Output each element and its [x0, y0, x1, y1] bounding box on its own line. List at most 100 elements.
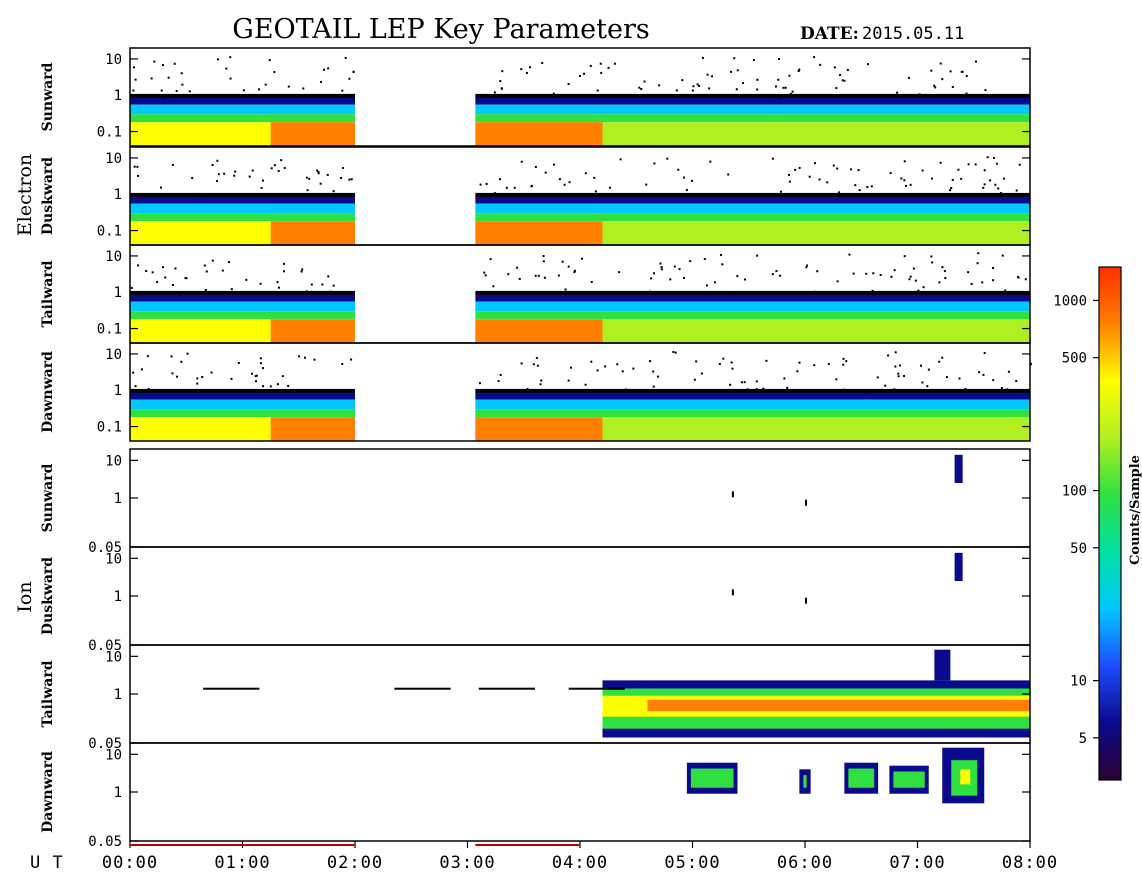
speck — [777, 78, 780, 81]
speck — [254, 375, 257, 378]
speck — [649, 360, 652, 363]
y-tick-label: 1 — [114, 687, 122, 703]
flux-edge — [602, 290, 1030, 295]
speck — [584, 172, 587, 175]
speck — [675, 89, 678, 92]
speck — [262, 179, 265, 182]
speck — [841, 94, 844, 97]
speck — [594, 190, 597, 193]
ion-speck — [805, 499, 807, 506]
speck — [786, 386, 789, 389]
speck — [939, 161, 942, 164]
speck — [950, 187, 953, 190]
speck — [904, 184, 907, 187]
speck — [709, 160, 712, 163]
y-tick-label: 1 — [114, 88, 122, 104]
speck — [706, 73, 709, 76]
speck — [897, 375, 900, 378]
flux-edge — [130, 93, 355, 98]
y-tick-label: 0.05 — [88, 834, 122, 850]
speck — [978, 371, 981, 374]
x-tick-label: 00:00 — [102, 853, 158, 873]
flux-band — [602, 417, 1030, 441]
date-label: DATE: — [800, 24, 859, 44]
panel-label: Sunward — [40, 463, 56, 532]
speck — [908, 278, 911, 281]
speck — [342, 194, 345, 197]
flux-band — [602, 203, 1030, 214]
speck — [833, 66, 836, 69]
speck — [672, 350, 675, 353]
speck — [930, 177, 933, 180]
speck — [866, 63, 869, 66]
speck — [609, 186, 612, 189]
speck — [992, 279, 995, 282]
speck — [852, 272, 855, 275]
speck — [348, 178, 351, 181]
speck — [730, 293, 733, 296]
speck — [813, 290, 816, 293]
speck — [561, 260, 564, 263]
speck — [235, 94, 238, 97]
speck — [540, 379, 543, 382]
y-tick-label: 1 — [114, 589, 122, 605]
speck — [348, 77, 351, 80]
speck — [1015, 380, 1018, 383]
speck — [173, 62, 176, 65]
speck — [479, 183, 482, 186]
speck — [561, 292, 564, 295]
panel-ion-duskward: 10 1 0.05 Duskward — [40, 546, 1031, 654]
speck — [968, 193, 971, 196]
ion-blob-core — [848, 768, 875, 788]
speck — [216, 159, 219, 162]
flux-band — [475, 301, 603, 312]
speck — [180, 72, 183, 75]
speck — [731, 367, 734, 370]
speck — [268, 59, 271, 62]
panels: 10 1 0.1 Sunward 10 1 0.1 Duskward 10 1 0.1 Tailwar… — [40, 47, 1032, 850]
panel-electron-dawnward: 10 1 0.1 Dawnward — [40, 342, 1032, 442]
speck — [171, 284, 174, 287]
speck — [957, 168, 960, 171]
speck — [938, 281, 941, 284]
speck — [573, 269, 576, 272]
speck — [779, 96, 782, 99]
speck — [171, 163, 174, 166]
speck — [941, 78, 944, 81]
panel-frame — [129, 47, 1031, 147]
speck — [992, 379, 995, 382]
speck — [596, 369, 599, 372]
speck — [137, 174, 140, 177]
speck — [857, 169, 860, 172]
speck — [779, 190, 782, 193]
speck — [986, 156, 989, 159]
speck — [945, 375, 948, 378]
panel-electron-duskward: 10 1 0.1 Duskward — [40, 146, 1031, 246]
speck — [907, 76, 910, 79]
speck — [850, 168, 853, 171]
flux-band — [602, 213, 1030, 222]
speck — [298, 355, 301, 358]
speck — [613, 62, 616, 65]
speck — [795, 292, 798, 295]
y-tick-label: 0.05 — [88, 540, 122, 556]
speck — [771, 273, 774, 276]
speck — [327, 275, 330, 278]
speck — [259, 357, 262, 360]
speck — [151, 271, 154, 274]
flux-band — [130, 391, 355, 400]
speck — [276, 383, 279, 386]
speck — [841, 79, 844, 82]
speck — [567, 83, 570, 86]
panel-electron-tailward: 10 1 0.1 Tailward — [40, 244, 1031, 344]
speck — [816, 270, 819, 273]
speck — [132, 89, 135, 92]
speck — [580, 257, 583, 260]
speck — [229, 77, 232, 80]
speck — [949, 70, 952, 73]
y-tick-label: 10 — [105, 551, 122, 567]
speck — [341, 363, 344, 366]
speck — [140, 368, 143, 371]
speck — [912, 267, 915, 270]
ion-burst — [934, 649, 951, 681]
